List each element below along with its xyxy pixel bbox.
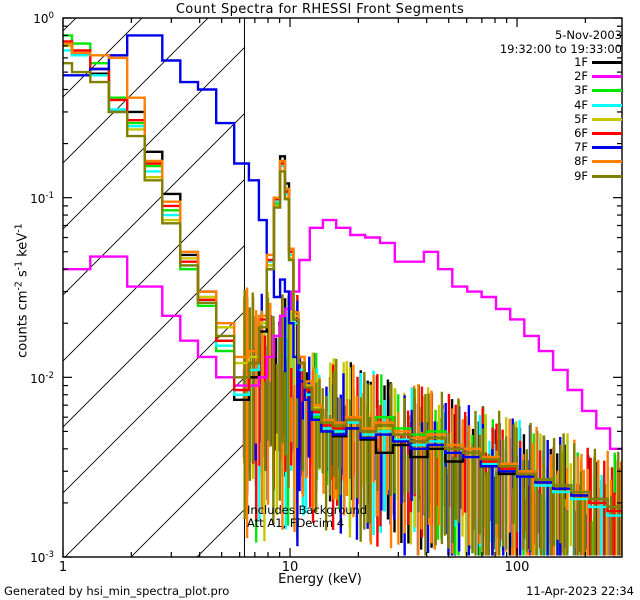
ytick-label: 10-1 (30, 191, 54, 206)
xtick-label: 100 (504, 560, 530, 575)
page-title: Count Spectra for RHESSI Front Segments (175, 2, 465, 17)
legend-color-swatch (592, 75, 622, 79)
legend-label: 9F (574, 168, 588, 183)
ytick-label: 100 (33, 11, 54, 26)
legend-color-swatch (592, 103, 622, 107)
legend-color-swatch (592, 146, 622, 150)
legend-color-swatch (592, 61, 622, 64)
legend-color-swatch (592, 132, 622, 135)
legend-date: 5-Nov-2003 (554, 28, 622, 42)
legend-label: 2F (574, 69, 588, 84)
x-axis-label: Energy (keV) (278, 572, 362, 587)
ytick-label: 10-3 (30, 550, 54, 565)
legend-color-swatch (592, 160, 622, 164)
legend-time-range: 19:32:00 to 19:33:00 (499, 42, 622, 56)
legend-label: 3F (574, 83, 588, 98)
legend-color-swatch (592, 174, 622, 178)
series-layer (63, 34, 622, 556)
legend-label: 1F (574, 55, 588, 69)
legend-label: 4F (574, 97, 588, 112)
annotation-includes-background: Includes Background (247, 503, 368, 517)
annotation-attenuator: Att A1, FDecim 4 (247, 516, 345, 530)
legend-color-swatch (592, 89, 622, 93)
legend-label: 7F (574, 140, 588, 155)
xtick-label: 1 (58, 560, 68, 575)
ytick-label: 10-2 (30, 371, 54, 386)
y-axis-label: counts cm-2 s-1 keV-1 (13, 223, 31, 358)
generated-by-label: Generated by hsi_min_spectra_plot.pro (4, 584, 230, 598)
legend-label: 5F (574, 111, 588, 126)
legend-label: 6F (574, 126, 588, 140)
timestamp-label: 11-Apr-2023 22:34 (526, 584, 634, 598)
legend-color-swatch (592, 117, 622, 121)
xtick-label: 10 (281, 560, 299, 575)
legend-label: 8F (574, 154, 588, 169)
